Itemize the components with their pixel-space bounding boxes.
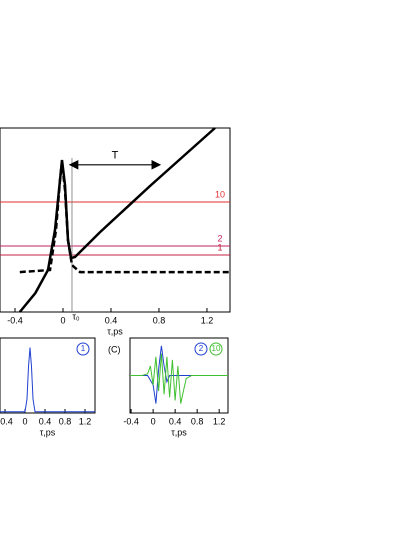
x-tick-label: -0.4 — [0, 416, 13, 426]
x-tick-label: 0 — [60, 315, 65, 325]
x-axis-label: τ,ps — [40, 427, 56, 437]
legend-label: 10 — [212, 344, 221, 353]
legend-label: 2 — [199, 344, 204, 353]
legend-circle — [76, 342, 90, 356]
plot-frame — [0, 337, 96, 414]
legend-circle — [209, 342, 223, 356]
x-tick-label: 1.2 — [79, 416, 92, 426]
curve — [0, 347, 95, 413]
x-tick-label: 0 — [151, 416, 156, 426]
x-axis-label: τ,ps — [171, 427, 187, 437]
x-tick-label: 0.4 — [169, 416, 182, 426]
x-tick-label: 1.2 — [213, 416, 226, 426]
x-axis-label: τ,ps — [107, 326, 123, 336]
threshold-label: 2 — [217, 233, 222, 243]
legend-circle — [194, 342, 208, 356]
plot-frame — [0, 127, 231, 313]
x-tick-label: 0.8 — [153, 315, 166, 325]
panel-label: (C) — [108, 344, 121, 354]
x-tick-label: -0.4 — [123, 416, 139, 426]
curve — [19, 161, 230, 274]
x-tick-label: 0 — [22, 416, 27, 426]
x-tick-label: 0.8 — [59, 416, 72, 426]
x-tick-label: 1.2 — [201, 315, 214, 325]
period-label: T — [112, 150, 119, 162]
x-tick-label: 0.8 — [191, 416, 204, 426]
curve — [130, 353, 228, 404]
x-tick-label: 0.4 — [39, 416, 52, 426]
threshold-label: 10 — [215, 189, 225, 199]
tau0-label: τ₀ — [72, 311, 80, 321]
threshold-label: 1 — [217, 242, 222, 252]
x-tick-label: -0.4 — [7, 315, 23, 325]
x-tick-label: 0.4 — [105, 315, 118, 325]
legend-label: 1 — [81, 344, 86, 353]
